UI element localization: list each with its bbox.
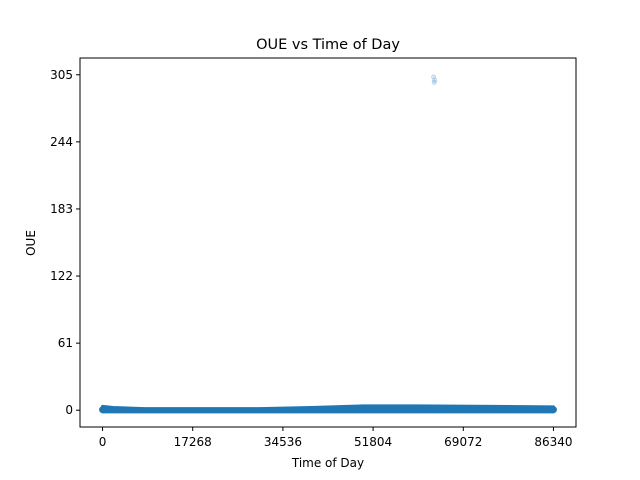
y-tick-label: 122 xyxy=(50,269,73,283)
y-tick-label: 0 xyxy=(65,403,73,417)
plot-area xyxy=(79,57,577,428)
axes-frame xyxy=(79,57,577,428)
y-axis-label: OUE xyxy=(24,230,38,256)
x-axis: 0 17268 34536 51804 69072 86340 xyxy=(99,427,573,449)
x-tick-label: 34536 xyxy=(264,435,302,449)
scatter-point xyxy=(549,406,557,414)
scatter-point xyxy=(99,406,107,414)
y-tick-label: 61 xyxy=(58,336,73,350)
x-tick-label: 51804 xyxy=(354,435,392,449)
scatter-point xyxy=(431,79,437,85)
chart-title: OUE vs Time of Day xyxy=(256,37,400,53)
scatter-point xyxy=(431,74,437,80)
x-axis-label: Time of Day xyxy=(291,456,364,470)
x-tick-label: 0 xyxy=(99,435,107,449)
y-axis: 0 61 122 183 244 305 xyxy=(50,68,80,417)
y-tick-label: 305 xyxy=(50,68,73,82)
x-tick-label: 69072 xyxy=(444,435,482,449)
x-tick-label: 17268 xyxy=(174,435,212,449)
y-tick-label: 183 xyxy=(50,202,73,216)
y-tick-label: 244 xyxy=(50,135,73,149)
x-tick-label: 86340 xyxy=(534,435,572,449)
scatter-point-band xyxy=(101,404,555,414)
scatter-point xyxy=(432,77,438,83)
data-layer xyxy=(99,74,557,414)
